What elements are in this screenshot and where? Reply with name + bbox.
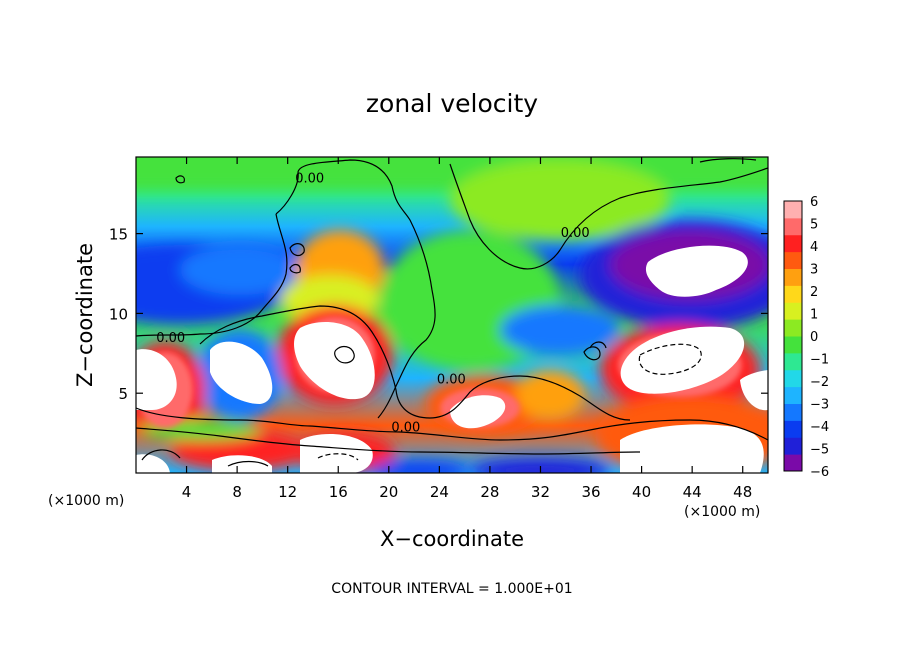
- colorbar-swatch: [784, 352, 802, 371]
- colorbar-swatch: [784, 201, 802, 219]
- x-tick-label: 28: [480, 483, 499, 501]
- colorbar-tick-label: 2: [810, 285, 818, 300]
- colorbar-swatch: [784, 217, 802, 236]
- colorbar-swatch: [784, 251, 802, 269]
- y-tick-label: 5: [118, 385, 128, 403]
- colorbar-swatch: [784, 268, 802, 286]
- contour-label: 0.00: [295, 172, 324, 187]
- x-unit-left: (×1000 m): [48, 493, 124, 509]
- colorbar-swatch: [784, 386, 802, 404]
- colorbar-tick-label: 5: [810, 218, 818, 233]
- chart-title: zonal velocity: [366, 89, 538, 118]
- x-tick-label: 24: [430, 483, 449, 501]
- x-tick-label: 12: [278, 483, 297, 501]
- x-tick-label: 4: [182, 483, 192, 501]
- x-axis: 4 8 12 16 20 24 28 32 36 40 44 48: [182, 157, 752, 501]
- contour-label: 0.00: [437, 373, 466, 388]
- plot-frame: [135, 156, 769, 474]
- x-tick-label: 20: [379, 483, 398, 501]
- colorbar-tick-label: 3: [810, 263, 818, 278]
- x-tick-label: 32: [531, 483, 550, 501]
- colorbar-tick-label: −4: [810, 420, 829, 435]
- colorbar-tick-label: −2: [810, 375, 829, 390]
- y-tick-label: 10: [109, 305, 128, 323]
- velocity-field: 0.00 0.00 0.00 0.00 0.00: [136, 157, 768, 473]
- y-axis: 5 10 15: [109, 226, 768, 403]
- x-axis-label: X−coordinate: [380, 527, 524, 551]
- x-tick-label: 8: [232, 483, 242, 501]
- colorbar-tick-label: 0: [810, 330, 818, 345]
- contour-interval-footer: CONTOUR INTERVAL = 1.000E+01: [331, 581, 572, 597]
- y-axis-label: Z−coordinate: [73, 243, 97, 387]
- colorbar-tick-label: 4: [810, 240, 818, 255]
- colorbar-tick-label: 1: [810, 308, 818, 323]
- colorbar-swatch: [784, 369, 802, 388]
- x-unit-right: (×1000 m): [684, 504, 760, 520]
- colorbar-swatch: [784, 403, 802, 421]
- contour-label: 0.00: [561, 226, 590, 241]
- x-tick-label: 44: [683, 483, 702, 501]
- x-tick-label: 40: [632, 483, 651, 501]
- contour-label: 0.00: [391, 421, 420, 436]
- x-tick-label: 16: [329, 483, 348, 501]
- colorbar-tick-label: −1: [810, 353, 829, 368]
- colorbar: 6 5 4 3 2 1 0 −1 −2 −3 −4 −5 −6: [783, 195, 829, 480]
- colorbar-tick-label: −5: [810, 443, 829, 458]
- contour-labels: 0.00 0.00 0.00 0.00 0.00: [156, 172, 589, 436]
- colorbar-tick-label: 6: [810, 195, 818, 210]
- colorbar-frame: [783, 200, 803, 472]
- colorbar-swatch: [784, 234, 802, 253]
- colorbar-swatch: [784, 319, 802, 337]
- x-tick-label: 36: [581, 483, 600, 501]
- x-tick-label: 48: [733, 483, 752, 501]
- colorbar-swatch: [784, 336, 802, 354]
- y-tick-label: 15: [109, 226, 128, 244]
- colorbar-swatch: [784, 437, 802, 455]
- colorbar-tick-label: −3: [810, 398, 829, 413]
- colorbar-swatch: [784, 420, 802, 438]
- colorbar-swatch: [784, 454, 802, 472]
- contour-label: 0.00: [156, 331, 185, 346]
- colorbar-swatch: [784, 285, 802, 303]
- colorbar-tick-label: −6: [810, 465, 829, 480]
- colorbar-swatch: [784, 302, 802, 320]
